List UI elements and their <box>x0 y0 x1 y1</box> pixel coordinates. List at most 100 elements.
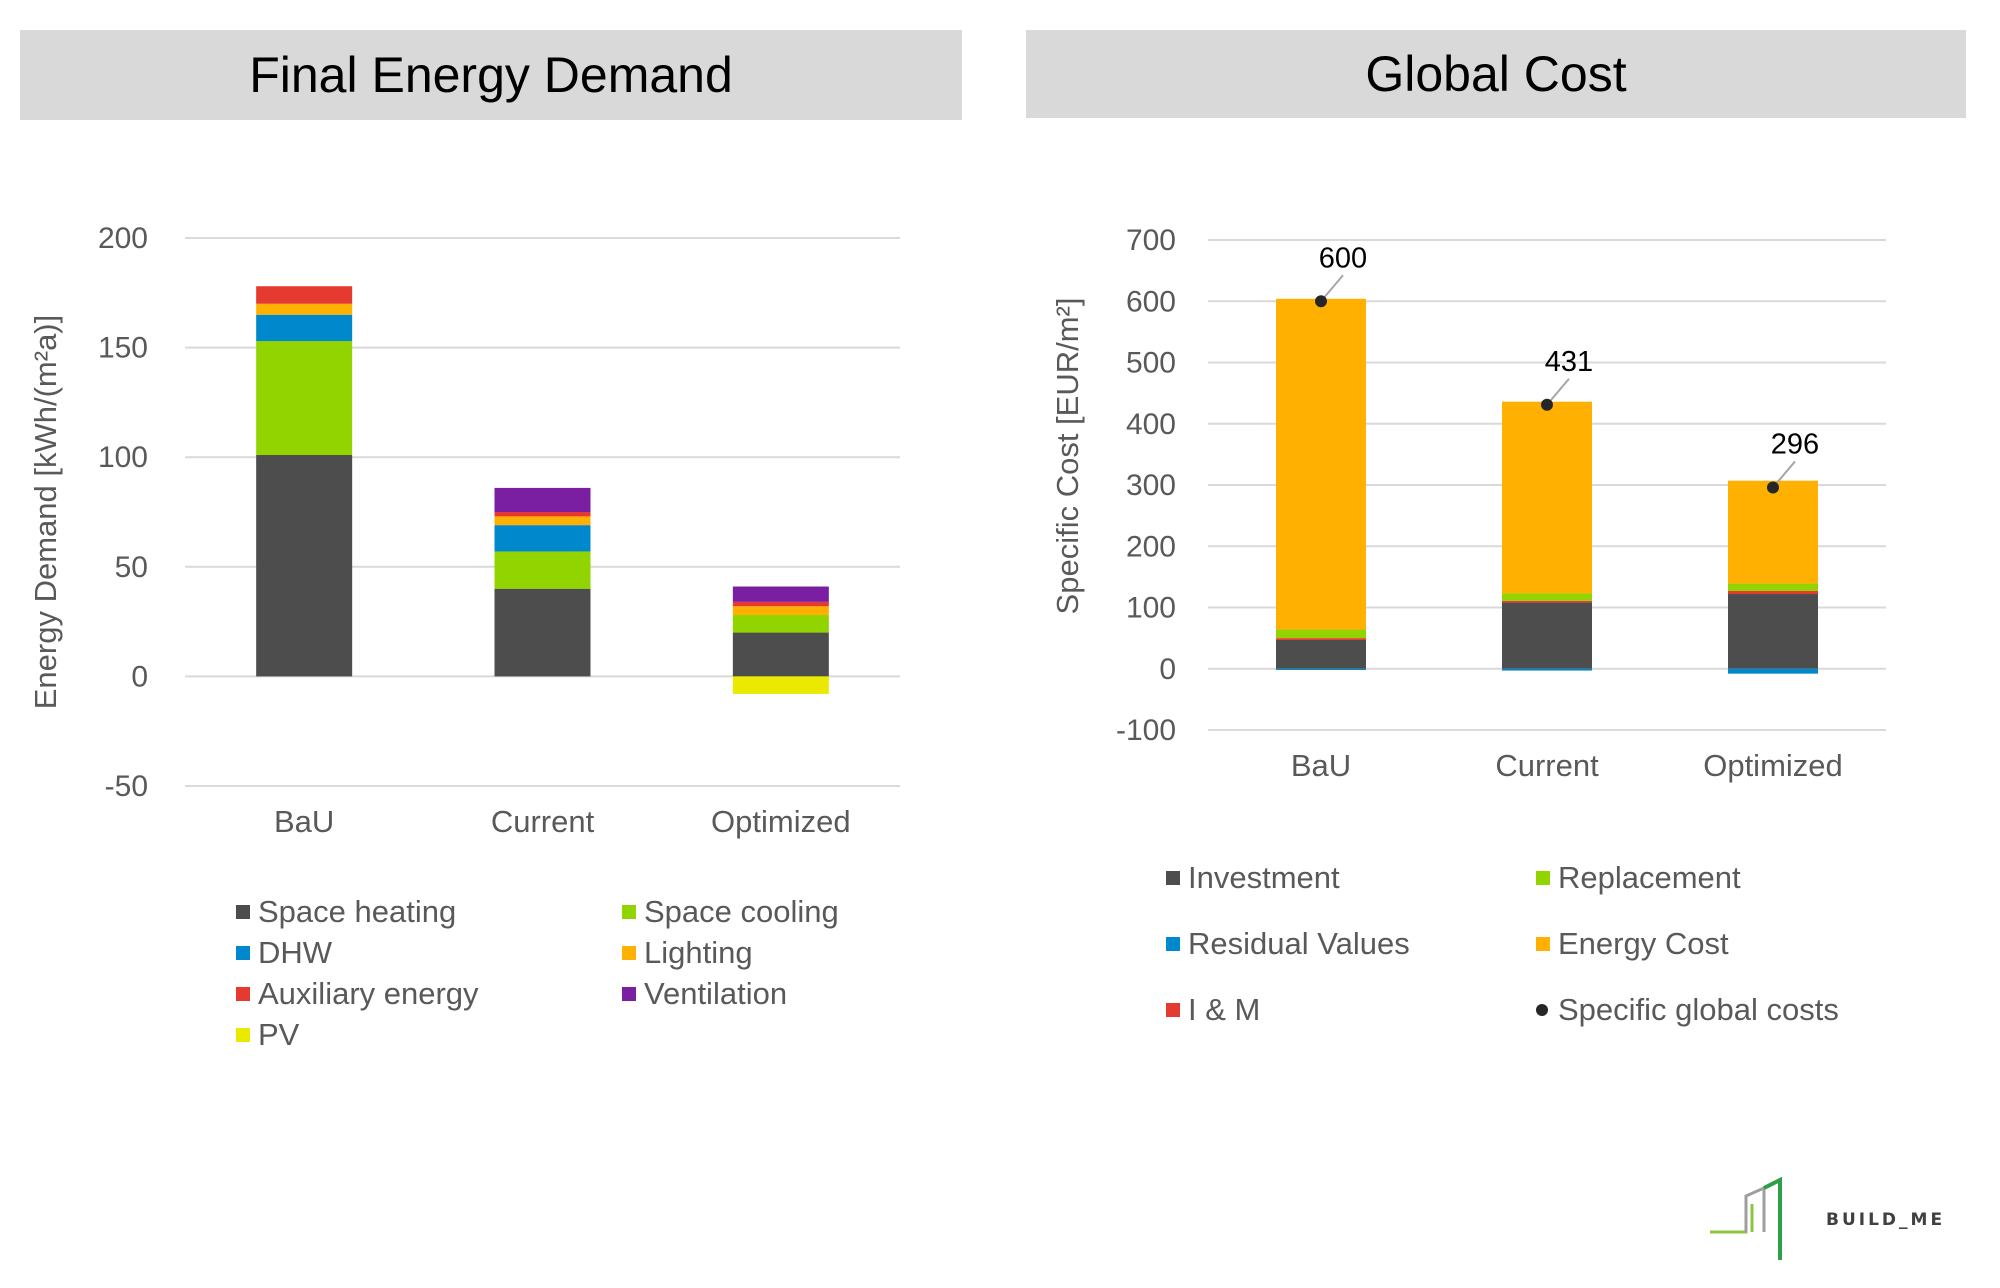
energy-legend-swatch <box>622 987 636 1001</box>
energy-legend-item: Space heating <box>236 894 456 930</box>
cost-x-tick-label: BaU <box>1291 748 1351 783</box>
cost-y-axis-title: Specific Cost [EUR/m²] <box>1050 298 1085 615</box>
energy-legend-item: Ventilation <box>622 976 787 1012</box>
cost-global-cost-point <box>1767 481 1779 494</box>
cost-legend-swatch <box>1166 1003 1180 1017</box>
final-energy-demand-chart: 200 150 100 50 0 -50 Energy Demand [kWh/(m²a)]… <box>28 222 900 839</box>
energy-legend-item: DHW <box>236 935 332 971</box>
energy-bar-segment-dhw <box>494 525 591 552</box>
cost-x-tick-label: Optimized <box>1703 748 1843 783</box>
cost-legend-item: Replacement <box>1536 860 1741 896</box>
cost-legend-swatch <box>1166 937 1180 951</box>
cost-legend-label: Replacement <box>1558 860 1741 895</box>
cost-legend-label: I & M <box>1188 992 1261 1027</box>
cost-legend-item: Energy Cost <box>1536 926 1729 962</box>
energy-y-tick-label: 150 <box>98 332 148 365</box>
cost-bar-segment-residual-values <box>1728 668 1818 674</box>
energy-y-tick-label: 0 <box>131 660 148 693</box>
energy-bar-segment-space-cooling <box>494 551 591 589</box>
energy-legend-item: Space cooling <box>622 894 839 930</box>
cost-bar-segment-i-m <box>1502 600 1592 603</box>
right-chart-title: Global Cost <box>1365 46 1627 102</box>
energy-y-tick-label: 200 <box>98 222 148 255</box>
cost-bar-segment-replacement <box>1276 629 1366 639</box>
energy-bar-segment-auxiliary-energy <box>732 601 829 607</box>
cost-legend-item: Residual Values <box>1166 926 1410 962</box>
energy-bar-segment-ventilation <box>494 487 591 512</box>
energy-legend-label: Space cooling <box>644 894 839 929</box>
cost-bar-segment-i-m <box>1728 590 1818 595</box>
cost-legend-item: Investment <box>1166 860 1340 896</box>
cost-bar-segment-energy-cost <box>1276 298 1366 630</box>
cost-bar-segment-investment <box>1728 594 1818 669</box>
energy-bar-segment-dhw <box>256 314 353 342</box>
energy-legend-label: Auxiliary energy <box>258 976 479 1011</box>
cost-data-label: 431 <box>1545 346 1593 378</box>
cost-y-tick-label: 700 <box>1126 224 1176 257</box>
energy-legend-swatch <box>236 1028 250 1042</box>
energy-legend-swatch <box>236 987 250 1001</box>
energy-y-axis-title: Energy Demand [kWh/(m²a)] <box>28 315 63 710</box>
cost-legend-item: Specific global costs <box>1536 992 1839 1028</box>
cost-y-tick-label: 600 <box>1126 285 1176 318</box>
energy-legend-swatch <box>622 946 636 960</box>
energy-bar-segment-space-heating <box>494 588 591 677</box>
cost-legend-swatch <box>1536 1004 1548 1016</box>
cost-global-cost-point <box>1541 398 1553 411</box>
cost-x-tick-label: Current <box>1495 748 1599 783</box>
cost-bar-segment-energy-cost <box>1502 401 1592 594</box>
energy-legend-swatch <box>622 905 636 919</box>
cost-bar-segment-investment <box>1502 602 1592 669</box>
energy-bar-segment-space-cooling <box>732 615 829 633</box>
energy-legend-label: DHW <box>258 935 333 970</box>
cost-y-tick-label: 0 <box>1159 653 1176 686</box>
energy-bar-segment-pv <box>732 676 829 694</box>
energy-x-tick-label: Optimized <box>711 804 851 839</box>
build-me-logo <box>1710 1176 1782 1260</box>
energy-y-tick-label: 100 <box>98 441 148 474</box>
energy-legend-swatch <box>236 946 250 960</box>
cost-bar-segment-i-m <box>1276 638 1366 640</box>
cost-legend-item: I & M <box>1166 992 1260 1028</box>
cost-data-label: 600 <box>1319 242 1367 274</box>
energy-bar-segment-space-heating <box>256 455 353 677</box>
energy-bar-segment-auxiliary-energy <box>256 286 353 304</box>
energy-legend-label: PV <box>258 1017 300 1052</box>
left-chart-title: Final Energy Demand <box>249 47 733 103</box>
energy-legend-item: Lighting <box>622 935 753 971</box>
cost-legend-label: Specific global costs <box>1558 992 1839 1027</box>
cost-global-cost-point <box>1315 295 1327 308</box>
energy-bar-segment-space-cooling <box>256 341 353 456</box>
cost-bar-segment-replacement <box>1502 593 1592 601</box>
left-chart-title-banner: Final Energy Demand <box>20 30 962 120</box>
cost-y-tick-label: 200 <box>1126 530 1176 563</box>
energy-y-tick-label: -50 <box>105 770 148 803</box>
build-me-brand-text: BUILD_ME <box>1826 1210 1946 1230</box>
energy-bar-segment-space-heating <box>732 632 829 677</box>
energy-bar-segment-ventilation <box>732 586 829 602</box>
cost-bar-segment-replacement <box>1728 583 1818 591</box>
cost-bar-segment-residual-values <box>1276 668 1366 670</box>
cost-legend-label: Energy Cost <box>1558 926 1729 961</box>
global-cost-chart: 700 600 500 400 300 200 100 0 -100 Specific Cost … <box>1050 224 1886 783</box>
energy-bar-segment-lighting <box>256 303 353 315</box>
cost-data-label: 296 <box>1771 428 1819 460</box>
cost-legend-label: Residual Values <box>1188 926 1410 961</box>
cost-bar-segment-residual-values <box>1502 668 1592 671</box>
energy-bar-segment-lighting <box>732 606 829 616</box>
cost-y-tick-label: -100 <box>1116 714 1176 747</box>
cost-legend-label: Investment <box>1188 860 1340 895</box>
cost-y-tick-label: 300 <box>1126 469 1176 502</box>
energy-legend-item: Auxiliary energy <box>236 976 479 1012</box>
cost-legend-swatch <box>1536 871 1550 885</box>
energy-legend-label: Space heating <box>258 894 457 929</box>
energy-bar-segment-lighting <box>494 516 591 526</box>
energy-x-tick-label: BaU <box>274 804 334 839</box>
cost-legend-swatch <box>1166 871 1180 885</box>
cost-y-tick-label: 400 <box>1126 408 1176 441</box>
energy-legend-label: Lighting <box>644 935 753 970</box>
cost-bar-segment-investment <box>1276 639 1366 669</box>
cost-legend-swatch <box>1536 937 1550 951</box>
cost-y-tick-label: 100 <box>1126 592 1176 625</box>
cost-y-tick-label: 500 <box>1126 347 1176 380</box>
